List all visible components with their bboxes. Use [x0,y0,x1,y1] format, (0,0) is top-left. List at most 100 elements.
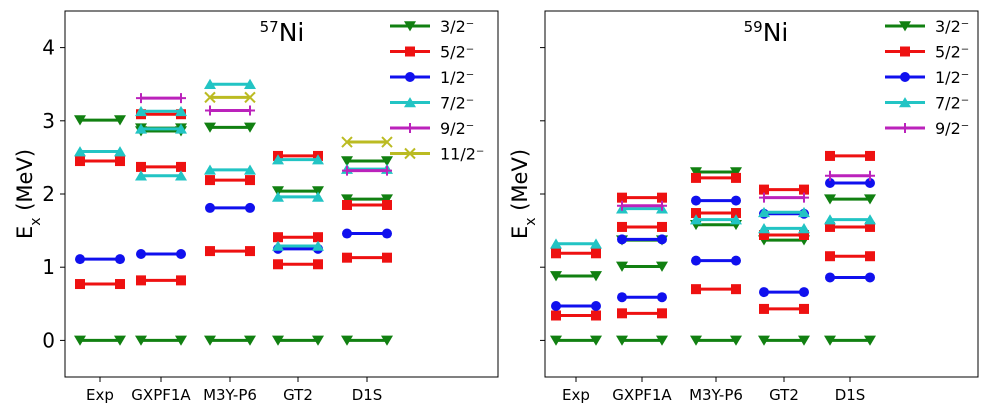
level-9-2 [759,192,809,203]
level-marker [865,221,875,232]
legend-label: 7/2⁻ [935,94,969,113]
level-marker [551,248,561,259]
level-marker [135,105,147,117]
level-marker [382,199,392,210]
x-tick-label: GXPF1A [612,386,672,404]
legend-marker [404,21,416,32]
y-tick-label: 0 [42,328,55,352]
level-marker [865,272,875,283]
level-marker [312,186,324,197]
x-tick-label: GT2 [769,386,799,404]
level-5-2 [75,279,125,290]
level-3-2 [824,335,876,346]
level-marker [799,287,809,298]
level-5-2 [825,251,875,262]
level-marker [175,123,187,134]
y-axis-label-57ni: Ex (MeV) [13,149,44,239]
level-marker [657,308,667,319]
level-marker [730,167,742,178]
level-1-2 [825,178,875,189]
level-marker [176,275,186,286]
level-marker [244,78,256,89]
level-1-2 [205,202,255,213]
level-7-2 [74,146,126,157]
level-marker [136,93,146,104]
level-7-2 [135,105,187,117]
level-1-2 [551,300,601,311]
level-marker [75,254,85,265]
level-marker [616,261,628,272]
level-9-2 [136,93,186,104]
legend-label: 5/2⁻ [935,43,969,62]
level-5-2 [759,303,809,314]
level-marker [382,228,392,239]
level-marker [245,246,255,257]
level-7-2 [690,214,742,225]
level-5-2 [342,252,392,263]
level-5-2 [136,275,186,286]
level-7-2 [272,154,324,165]
legend-entry: 1/2⁻ [885,68,969,87]
level-9-2 [342,165,392,176]
level-marker [798,223,810,234]
plot-frame-57ni [64,10,499,378]
x-tick-label: GXPF1A [131,386,191,404]
level-marker [825,251,835,262]
level-3-2 [74,115,126,126]
level-marker [175,105,187,117]
level-marker [273,259,283,270]
level-marker [551,300,561,311]
level-marker [691,284,701,295]
level-9-2 [205,105,255,116]
levels-57ni [74,78,393,346]
level-5-2 [342,199,392,210]
level-marker [342,252,352,263]
level-marker [341,335,353,346]
level-7-2 [341,163,393,174]
level-marker [758,335,770,346]
level-marker [617,221,627,232]
level-marker [381,136,393,148]
level-marker [313,259,323,270]
level-marker [136,275,146,286]
panel-title-57ni: 57Ni [260,18,305,47]
levels-59ni [550,150,876,346]
y-tick-label: 3 [42,109,55,133]
level-marker [730,214,742,225]
level-marker [114,335,126,346]
legend-label: 1/2⁻ [440,68,474,87]
legend-entry: 7/2⁻ [390,94,474,113]
level-marker [550,271,562,282]
level-7-2 [758,223,810,234]
legend-entry: 11/2⁻ [390,145,484,164]
x-tick-label: Exp [86,386,114,404]
level-1-2 [617,234,667,245]
legend-entry: 1/2⁻ [390,68,474,87]
level-marker [730,335,742,346]
level-5-2 [205,246,255,257]
level-marker [244,122,256,133]
level-marker [590,238,602,249]
level-marker [759,287,769,298]
level-1-2 [825,272,875,283]
legend-label: 3/2⁻ [935,17,969,36]
legend-label: 5/2⁻ [440,43,474,62]
panel-59ni: 59Ni Ex (MeV) Exp GXPF1A M3Y-P6 GT2 D1S 3/2⁻… [508,10,979,404]
level-1-2 [759,287,809,298]
level-marker [865,150,875,161]
level-marker [244,91,256,104]
level-marker [74,115,86,126]
legend-marker [900,72,910,82]
level-marker [691,208,701,219]
level-marker [657,192,667,203]
level-marker [313,232,323,243]
level-marker [690,335,702,346]
level-3-2 [272,186,324,197]
level-marker [205,175,215,186]
level-11-2 [204,91,256,104]
level-marker [617,200,627,211]
level-marker [691,195,701,206]
level-marker [381,156,393,167]
level-1-2 [691,195,741,206]
level-marker [114,115,126,126]
